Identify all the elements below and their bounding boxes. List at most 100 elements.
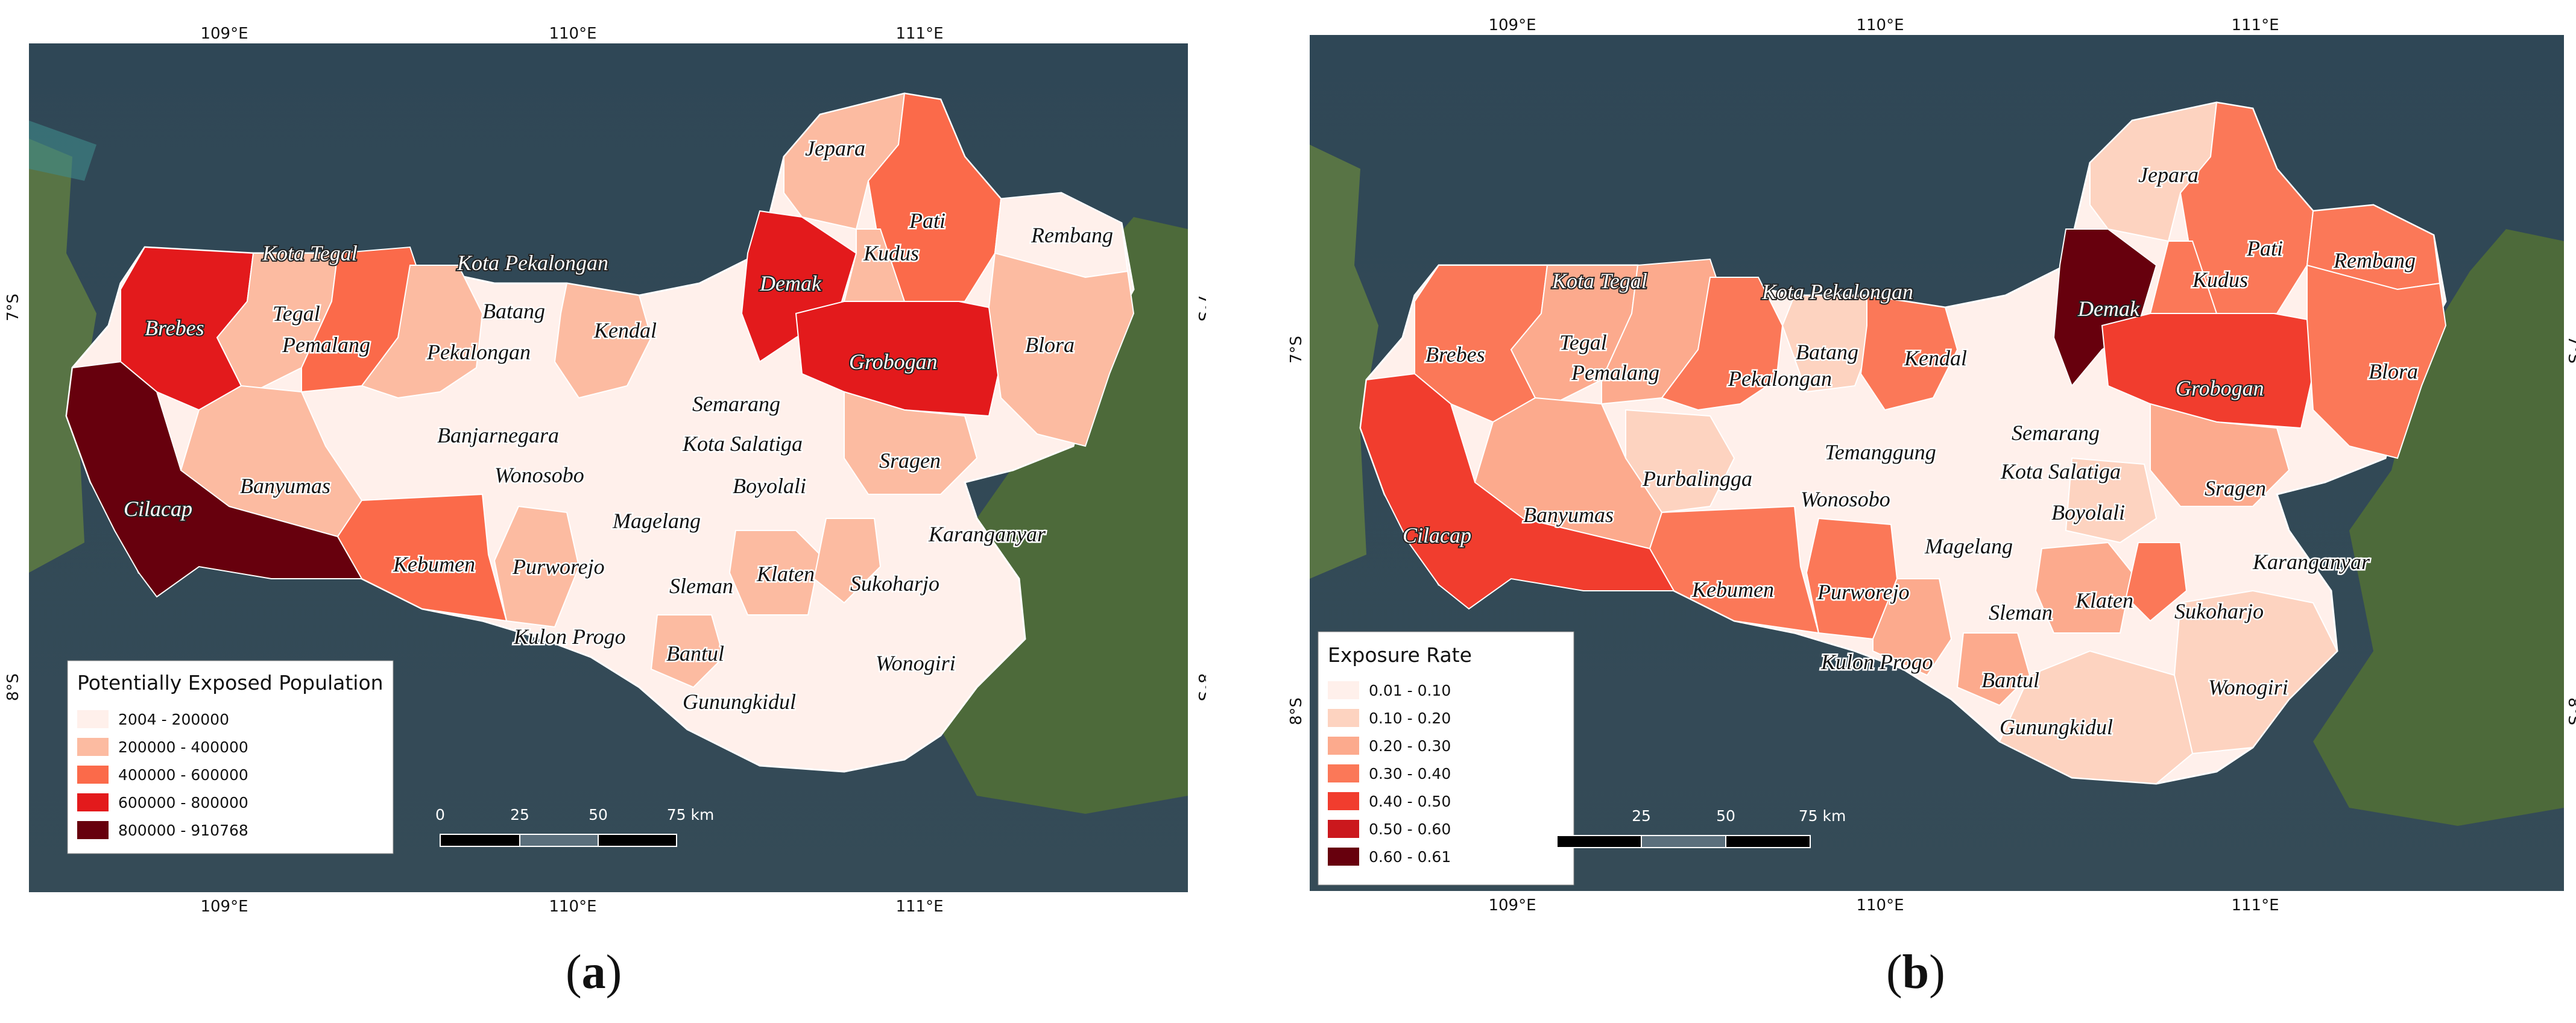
- place-label: Banyumas: [240, 474, 330, 498]
- legend-swatch: [1328, 764, 1359, 782]
- legend-label: 0.60 - 0.61: [1369, 848, 1451, 866]
- land-left: [29, 139, 96, 573]
- legend: Potentially Exposed Population 2004 - 20…: [67, 660, 394, 854]
- place-label: Sukoharjo: [850, 571, 939, 596]
- place-label: Kendal: [593, 318, 657, 342]
- tick-x-top-2: 110°E: [549, 25, 596, 43]
- place-label: Bantul: [1981, 668, 2039, 692]
- place-label: Tegal: [1559, 330, 1607, 354]
- legend-label: 600000 - 800000: [118, 794, 248, 811]
- region-boyolali: [2065, 457, 2158, 544]
- place-label: Kebumen: [393, 552, 475, 576]
- place-label: Banyumas: [1523, 503, 1614, 527]
- region-sragen: [2150, 403, 2290, 507]
- region-kendal: [554, 282, 652, 399]
- place-label: Demak: [2077, 297, 2140, 321]
- legend-label: 0.50 - 0.60: [1369, 820, 1451, 838]
- place-label: Kota Pekalongan: [1761, 280, 1913, 304]
- place-label: Brebes: [145, 316, 204, 340]
- place-label: Wonogiri: [2208, 675, 2288, 699]
- map-frame: [29, 43, 1188, 892]
- region-blora: [988, 252, 1135, 447]
- panel-label-close: ): [1929, 946, 1945, 999]
- tick-x-top-1: 109°E: [1488, 16, 1536, 34]
- place-labels: Jepara Pati Kudus Rembang Kota Tegal Kot…: [1401, 162, 2420, 741]
- place-label: Purworejo: [512, 555, 605, 579]
- place-label: Sragen: [879, 449, 941, 473]
- region-pati: [2179, 101, 2314, 314]
- place-label: Batang: [482, 299, 545, 323]
- scale-segment: [598, 834, 677, 847]
- region-kulon-progo: [1872, 578, 1953, 676]
- tick-x-top-1: 109°E: [200, 25, 248, 43]
- tick-labels: 109°E 110°E 111°E 109°E 110°E 111°E 7°S …: [4, 25, 1206, 916]
- place-label: Pekalongan: [1728, 367, 1832, 391]
- tick-x-bottom-2: 110°E: [1856, 896, 1904, 914]
- legend-title: Potentially Exposed Population: [77, 671, 384, 694]
- place-label: Rembang: [2333, 248, 2416, 272]
- region-sragen: [844, 391, 978, 495]
- map-panel-a: 109°E 110°E 111°E 109°E 110°E 111°E 7°S …: [4, 25, 1206, 916]
- place-label: Pemalang: [1571, 360, 1659, 385]
- place-label: Kudus: [863, 241, 919, 265]
- region-sukoharjo: [2125, 542, 2188, 622]
- legend-label: 200000 - 400000: [118, 738, 248, 756]
- place-label: Semarang: [2012, 421, 2100, 445]
- land-left: [1310, 145, 1378, 579]
- place-label: Karanganyar: [2252, 550, 2370, 574]
- place-label: Boyolali: [2051, 500, 2125, 524]
- scale-label: 75 km: [667, 806, 715, 823]
- place-label: Bantul: [666, 641, 724, 666]
- legend-swatch: [77, 821, 109, 839]
- place-label: Blora: [2369, 359, 2418, 383]
- place-label: Gunungkidul: [683, 690, 796, 714]
- scale-segment: [440, 834, 520, 847]
- place-label: Kota Tegal: [1552, 269, 1647, 293]
- region-klaten: [2035, 541, 2133, 634]
- place-label: Pati: [2246, 236, 2283, 260]
- region-kudus: [2149, 241, 2218, 314]
- place-labels: Jepara Pati Kudus Rembang Kota Tegal Kot…: [122, 135, 1114, 716]
- place-label: Grobogan: [2176, 376, 2264, 400]
- place-label: Wonosobo: [1801, 487, 1890, 511]
- place-label: Jepara: [2138, 163, 2199, 187]
- region-cilacap: [1359, 373, 1675, 610]
- legend-swatch: [1328, 820, 1359, 838]
- legend-box: [67, 660, 394, 854]
- region-kudus: [843, 228, 906, 302]
- region-pekalongan: [1661, 277, 1784, 411]
- place-label: Kulon Progo: [513, 625, 626, 649]
- place-label: Gunungkidul: [2000, 715, 2113, 739]
- place-label: Wonogiri: [876, 651, 956, 675]
- region-kendal: [1860, 294, 1959, 411]
- place-label: Karanganyar: [928, 522, 1046, 546]
- legend-title: Exposure Rate: [1328, 643, 1472, 667]
- scale-label: 0: [435, 806, 445, 823]
- panel-label-letter: a: [581, 946, 606, 999]
- scale-bar: 0 25 50 75 km: [1552, 807, 1846, 848]
- tick-y-right-1: 7°S: [2565, 336, 2576, 364]
- land-right: [2313, 229, 2564, 826]
- region-demak: [740, 210, 857, 363]
- legend-label: 400000 - 600000: [118, 766, 248, 784]
- legend-swatch: [1328, 681, 1359, 699]
- tick-y-right-1: 7°S: [1195, 294, 1206, 321]
- region-gunungkidul: [1998, 650, 2194, 785]
- region-bantul: [650, 614, 725, 688]
- place-label: Semarang: [692, 392, 780, 416]
- place-label: Rembang: [1031, 223, 1113, 247]
- legend-label: 0.40 - 0.50: [1369, 793, 1451, 810]
- place-label: Magelang: [1924, 534, 2013, 558]
- place-label: Sleman: [1989, 600, 2053, 625]
- panel-label-close: ): [605, 946, 622, 999]
- place-label: Kudus: [2192, 268, 2248, 292]
- place-label: Blora: [1025, 333, 1075, 357]
- tick-x-bottom-3: 111°E: [895, 898, 943, 916]
- place-label: Kota Pekalongan: [456, 251, 608, 275]
- legend-swatch: [1328, 709, 1359, 727]
- place-label: Klaten: [756, 562, 815, 586]
- scale-label: 50: [1716, 807, 1735, 825]
- tick-labels: 109°E 110°E 111°E 109°E 110°E 111°E 7°S …: [1288, 16, 2576, 914]
- legend-swatch: [1328, 848, 1359, 866]
- region-blora: [2306, 264, 2447, 459]
